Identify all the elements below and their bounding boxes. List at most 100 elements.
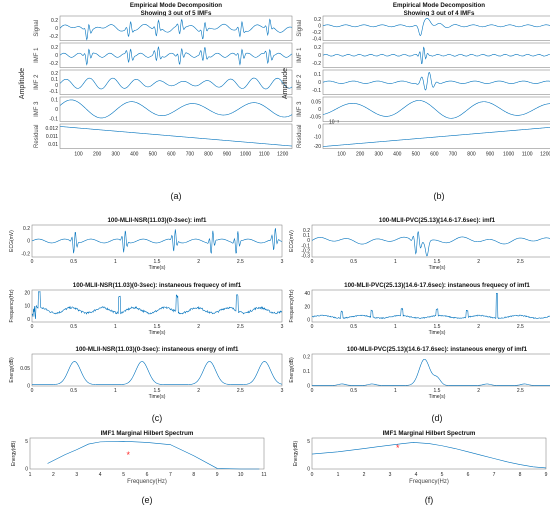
chart-f-xtick: 1 (337, 472, 340, 478)
chart-b-xtick: 200 (356, 152, 365, 158)
chart-b-subtitle: Showing 3 out of 4 IMFs (404, 10, 475, 17)
chart-a-ytick: 0.012 (45, 126, 58, 132)
chart-c-ytick: 0.2 (23, 226, 30, 232)
chart-d-ytick: 0.1 (303, 233, 310, 239)
chart-e-xtick: 1 (29, 472, 32, 478)
chart-b-ytick: -0.1 (312, 88, 321, 94)
chart-c-row-title: 100-MLII-NSR(11.03)(0-3sec): instaneous … (73, 282, 242, 289)
chart-f-ytick: 5 (307, 439, 310, 445)
chart-d-xlabel: Time(s) (429, 330, 446, 336)
chart-b-row-label: Signal (297, 20, 303, 37)
chart-e-xtick: 3 (75, 472, 78, 478)
chart-c-axes-2 (31, 353, 283, 387)
chart-a-ytick: 0 (55, 26, 58, 32)
chart-d-xtick: 2 (477, 259, 480, 265)
chart-b-axes-4 (322, 123, 550, 149)
chart-b-series-0 (322, 18, 550, 36)
chart-c-row-title: 100-MLII-NSR(11.03)(0-3sec): imf1 (107, 217, 207, 224)
chart-f-ylabel: Energy(dB) (293, 441, 299, 467)
chart-b-ytick: 0.05 (311, 99, 321, 105)
chart-f-marker: * (396, 443, 400, 453)
chart-c-xlabel: Time(s) (149, 330, 166, 336)
chart-f-axes (311, 437, 547, 470)
chart-d-ytick: 0 (307, 238, 310, 244)
chart-c-xtick: 1.5 (154, 388, 161, 394)
chart-e-spectrum-line (47, 441, 260, 470)
chart-a-row-label: IMF 1 (34, 47, 40, 63)
chart-b-title: Empirical Mode Decomposition (393, 2, 485, 9)
chart-a-ytick: 0.2 (51, 18, 58, 24)
chart-a-axes-2 (59, 69, 293, 95)
chart-f-xlabel: Frequency(Hz) (409, 479, 449, 485)
chart-d-xtick: 0.5 (350, 259, 357, 265)
chart-f-xtick: 7 (493, 472, 496, 478)
chart-b-row-label: IMF 3 (297, 101, 303, 117)
chart-d-ytick: 40 (304, 291, 310, 297)
chart-c-xtick: 1.5 (154, 259, 161, 265)
chart-b-axes-0 (322, 15, 550, 41)
chart-a-ytick: -0.2 (49, 61, 58, 67)
chart-d-axes-1 (311, 289, 550, 323)
chart-a-ytick: 0.1 (51, 98, 58, 104)
chart-c-xtick: 2.5 (237, 324, 244, 330)
chart-d-xlabel: Time(s) (429, 394, 446, 400)
chart-a-ytick: 0 (55, 53, 58, 59)
chart-a-xtick: 1200 (277, 152, 288, 158)
chart-a-xtick: 900 (223, 152, 232, 158)
chart-e-axes (29, 437, 265, 470)
chart-f-title: IMF1 Marginal Hilbert Spectrum (383, 430, 476, 437)
chart-d-series-1 (311, 293, 550, 320)
chart-f-xtick: 2 (363, 472, 366, 478)
chart-c-xtick: 0.5 (70, 388, 77, 394)
chart-c-ytick: -0.2 (21, 252, 30, 258)
chart-d-xtick: 0 (311, 259, 314, 265)
chart-b-row-label: IMF 2 (297, 74, 303, 90)
chart-b-xtick: 1200 (540, 152, 550, 158)
chart-d-row-ylabel: Energy(dB) (289, 357, 295, 383)
chart-e-ylabel: Energy(dB) (11, 441, 17, 467)
chart-b-xtick: 700 (449, 152, 458, 158)
chart-d-xtick: 1 (394, 388, 397, 394)
chart-a-axes-0 (59, 15, 293, 41)
chart-d-series-0 (311, 231, 550, 257)
chart-e-xlabel: Frequency(Hz) (127, 479, 167, 485)
chart-e-xtick: 6 (146, 472, 149, 478)
chart-c-xtick: 2.5 (237, 259, 244, 265)
chart-f-xtick: 6 (467, 472, 470, 478)
chart-a-ytick: 0 (55, 83, 58, 89)
chart-c-series-0 (31, 228, 283, 254)
chart-d-ytick: 0.2 (303, 228, 310, 234)
chart-c-xtick: 0 (31, 324, 34, 330)
chart-c-ytick: 10 (24, 304, 30, 310)
chart-b-ytick: -0.05 (310, 115, 322, 121)
chart-c-xtick: 0.5 (70, 259, 77, 265)
chart-c-xlabel: Time(s) (149, 265, 166, 271)
chart-e-xtick: 10 (238, 472, 244, 478)
chart-d-xtick: 1.5 (434, 324, 441, 330)
chart-b-xtick: 600 (430, 152, 439, 158)
chart-d-panel-label: (d) (432, 413, 443, 423)
chart-a-panel-label: (a) (171, 191, 182, 201)
chart-f-xtick: 0 (311, 472, 314, 478)
chart-a-axes-3 (59, 96, 293, 122)
chart-b-ytick: 0 (318, 125, 321, 131)
chart-d-xlabel: Time(s) (429, 265, 446, 271)
chart-d-row-title: 100-MLII-PVC(25.13)(14.6-17.6sec): insta… (344, 282, 530, 289)
chart-a-series-2 (59, 77, 293, 90)
chart-b-ylabel: Amplitude (282, 68, 289, 99)
chart-a-xtick: 1000 (240, 152, 251, 158)
chart-a-row-label: IMF 3 (34, 101, 40, 117)
chart-a-row-label: Residual (34, 125, 40, 148)
chart-d-xtick: 0.5 (350, 388, 357, 394)
chart-a-ylabel: Amplitude (19, 68, 26, 99)
chart-b-row-label: Residual (297, 125, 303, 148)
chart-a-ytick: 0 (55, 107, 58, 113)
chart-b-axes-3 (322, 96, 550, 122)
chart-c-panel-label: (c) (152, 413, 163, 423)
chart-a-ytick: 0.1 (51, 77, 58, 83)
chart-a-ytick: 0.011 (46, 134, 58, 140)
chart-a-row-label: IMF 2 (34, 74, 40, 90)
chart-c-xtick: 3 (281, 259, 284, 265)
chart-d-xtick: 0.5 (350, 324, 357, 330)
